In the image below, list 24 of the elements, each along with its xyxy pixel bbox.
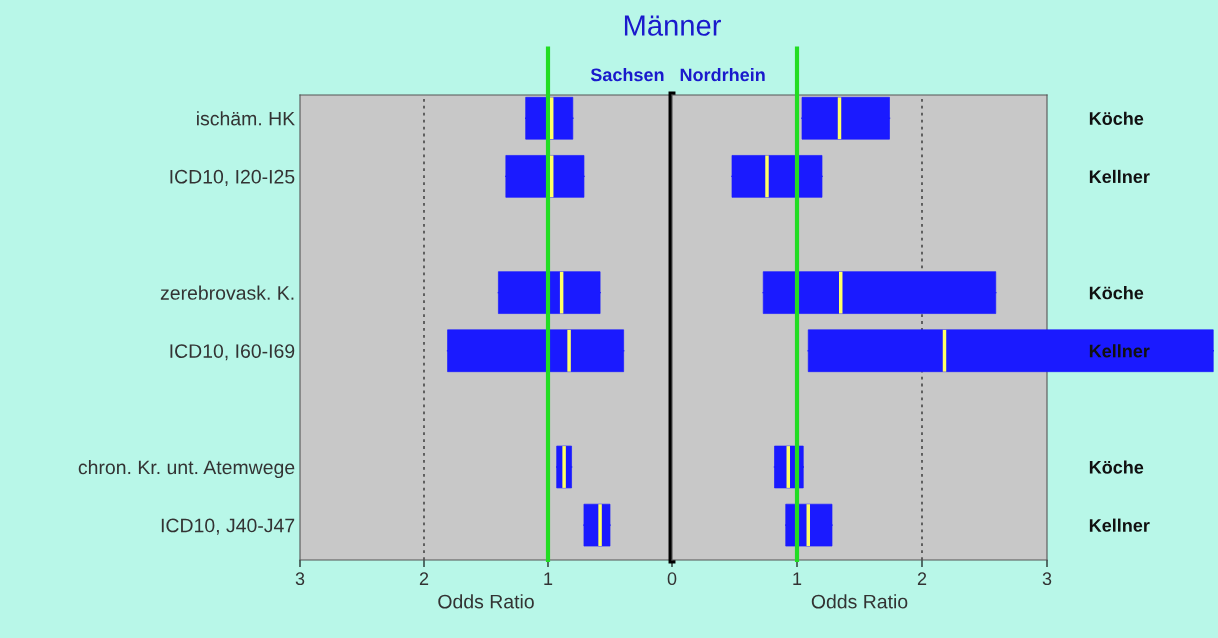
x-tick-label: 0 xyxy=(667,572,677,586)
y-tick-label: Kellner xyxy=(1089,169,1150,184)
y-tick-label: ischäm. HK xyxy=(197,111,295,126)
y-tick-label: chron. Kr. unt. Atemwege xyxy=(78,459,295,479)
y-tick-label: Kellner xyxy=(1089,518,1150,532)
x-tick-label: 1 xyxy=(544,572,553,585)
y-tick-label: Köche xyxy=(1089,460,1144,474)
chart-subtitle: Nordrhein xyxy=(680,67,765,82)
x-tick-label: 1 xyxy=(793,572,802,585)
x-axis-title: Odds Ratio xyxy=(438,594,534,609)
x-tick-label: 3 xyxy=(295,572,305,586)
y-tick-label: Köche xyxy=(1089,286,1144,300)
y-tick-label: Kellner xyxy=(1089,344,1150,358)
x-axis-title: Odds Ratio xyxy=(811,594,908,609)
y-tick-label: ICD10, I60-I69 xyxy=(170,344,295,361)
chart-title: Männer xyxy=(624,15,721,36)
x-tick-label: 3 xyxy=(1042,572,1052,586)
x-tick-label: 2 xyxy=(419,572,429,585)
y-tick-label: ICD10, J40-J47 xyxy=(161,518,295,535)
x-tick-label: 2 xyxy=(917,572,927,585)
chart-subtitle: Sachsen xyxy=(590,67,664,82)
y-tick-label: zerebrovask. K. xyxy=(160,285,294,300)
y-tick-label: ICD10, I20-I25 xyxy=(170,169,295,186)
y-tick-label: Köche xyxy=(1089,111,1144,125)
